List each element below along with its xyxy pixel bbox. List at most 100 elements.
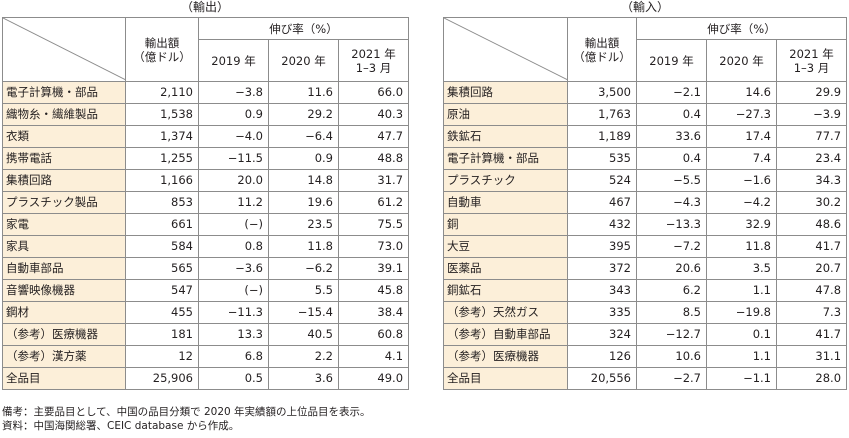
growth-2020-cell: 32.9 bbox=[706, 213, 777, 236]
growth-2021-cell: 28.0 bbox=[775, 367, 848, 390]
amount-cell: 535 bbox=[567, 147, 637, 170]
table-row: 電子計算機・部品 2,110 −3.8 11.6 66.0 bbox=[2, 81, 410, 104]
item-name-cell: （参考）自動車部品 bbox=[443, 323, 568, 346]
growth-2020-cell: −6.2 bbox=[268, 257, 339, 280]
growth-2019-cell: 0.9 bbox=[198, 103, 269, 126]
growth-2021-cell: 66.0 bbox=[337, 81, 410, 104]
table-row: （参考）医療機器 181 13.3 40.5 60.8 bbox=[2, 323, 410, 346]
growth-2021-cell: 49.0 bbox=[337, 367, 410, 390]
growth-2019-cell: 0.8 bbox=[198, 235, 269, 258]
growth-2019-cell: 20.0 bbox=[198, 169, 269, 192]
amount-cell: 126 bbox=[567, 345, 637, 368]
amount-cell: 3,500 bbox=[567, 81, 637, 104]
growth-2021-cell: 47.7 bbox=[337, 125, 410, 148]
growth-rate-header: 伸び率（%） bbox=[635, 17, 848, 40]
amount-cell: 565 bbox=[125, 257, 199, 280]
growth-2020-cell: 40.5 bbox=[268, 323, 339, 346]
amount-cell: 1,189 bbox=[567, 125, 637, 148]
growth-2020-cell: 7.4 bbox=[706, 147, 777, 170]
growth-2019-cell: 11.2 bbox=[198, 191, 269, 214]
growth-2020-cell: −4.2 bbox=[706, 191, 777, 214]
growth-2020-cell: 14.8 bbox=[268, 169, 339, 192]
amount-cell: 395 bbox=[567, 235, 637, 258]
table-row: 音響映像機器 547 (−) 5.5 45.8 bbox=[2, 279, 410, 302]
amount-cell: 1,255 bbox=[125, 147, 199, 170]
export-caption: （輸出） bbox=[180, 0, 229, 14]
growth-2021-cell: 7.3 bbox=[775, 301, 848, 324]
growth-2019-cell: −2.7 bbox=[636, 367, 707, 390]
item-name-cell: 鉄鉱石 bbox=[443, 125, 568, 148]
item-name-cell: （参考）医療機器 bbox=[443, 345, 568, 368]
growth-2019-cell: −3.6 bbox=[198, 257, 269, 280]
growth-2019-cell: 6.2 bbox=[636, 279, 707, 302]
growth-2020-cell: 3.5 bbox=[706, 257, 777, 280]
growth-2019-cell: 13.3 bbox=[198, 323, 269, 346]
table-row: 銅 432 −13.3 32.9 48.6 bbox=[443, 213, 848, 236]
growth-2019-cell: 6.8 bbox=[198, 345, 269, 368]
growth-2021-cell: 77.7 bbox=[775, 125, 848, 148]
growth-2020-cell: 0.1 bbox=[706, 323, 777, 346]
item-name-cell: （参考）天然ガス bbox=[443, 301, 568, 324]
growth-2021-cell: 60.8 bbox=[337, 323, 410, 346]
growth-2019-cell: 20.6 bbox=[636, 257, 707, 280]
item-name-cell: 銅 bbox=[443, 213, 568, 236]
table-row: 自動車 467 −4.3 −4.2 30.2 bbox=[443, 191, 848, 214]
growth-2021-cell: 40.3 bbox=[337, 103, 410, 126]
item-name-cell: 医薬品 bbox=[443, 257, 568, 280]
growth-2020-cell: 29.2 bbox=[268, 103, 339, 126]
table-row: 家具 584 0.8 11.8 73.0 bbox=[2, 235, 410, 258]
growth-2021-cell: 38.4 bbox=[337, 301, 410, 324]
item-name-cell: プラスチック製品 bbox=[2, 191, 126, 214]
table-row: （参考）医療機器 126 10.6 1.1 31.1 bbox=[443, 345, 848, 368]
item-name-cell: 衣類 bbox=[2, 125, 126, 148]
amount-cell: 1,374 bbox=[125, 125, 199, 148]
table-row: 鋼材 455 −11.3 −15.4 38.4 bbox=[2, 301, 410, 324]
header-diagonal-cell bbox=[2, 17, 126, 82]
growth-2019-cell: 0.5 bbox=[198, 367, 269, 390]
item-name-cell: 全品目 bbox=[2, 367, 126, 390]
table-row: 家電 661 (−) 23.5 75.5 bbox=[2, 213, 410, 236]
year-2020-header: 2020 年 bbox=[706, 39, 777, 82]
item-name-cell: 鋼材 bbox=[2, 301, 126, 324]
item-name-cell: 自動車部品 bbox=[2, 257, 126, 280]
growth-2020-cell: −6.4 bbox=[268, 125, 339, 148]
growth-2019-cell: 33.6 bbox=[636, 125, 707, 148]
amount-cell: 584 bbox=[125, 235, 199, 258]
amount-cell: 1,166 bbox=[125, 169, 199, 192]
amount-cell: 372 bbox=[567, 257, 637, 280]
item-name-cell: 家具 bbox=[2, 235, 126, 258]
growth-2020-cell: 1.1 bbox=[706, 345, 777, 368]
growth-2021-cell: 47.8 bbox=[775, 279, 848, 302]
year-2021-header: 2021 年 1–3 月 bbox=[775, 39, 848, 82]
item-name-cell: 家電 bbox=[2, 213, 126, 236]
growth-2021-cell: 20.7 bbox=[775, 257, 848, 280]
growth-2020-cell: 2.2 bbox=[268, 345, 339, 368]
table-row: 原油 1,763 0.4 −27.3 −3.9 bbox=[443, 103, 848, 126]
table-row: （参考）漢方薬 12 6.8 2.2 4.1 bbox=[2, 345, 410, 368]
amount-cell: 1,763 bbox=[567, 103, 637, 126]
growth-2020-cell: −27.3 bbox=[706, 103, 777, 126]
growth-2020-cell: 1.1 bbox=[706, 279, 777, 302]
growth-2019-cell: (−) bbox=[198, 213, 269, 236]
item-name-cell: 自動車 bbox=[443, 191, 568, 214]
growth-2019-cell: −2.1 bbox=[636, 81, 707, 104]
item-name-cell: 集積回路 bbox=[2, 169, 126, 192]
growth-2021-cell: 41.7 bbox=[775, 235, 848, 258]
growth-2021-cell: 61.2 bbox=[337, 191, 410, 214]
note-remarks: 備考：主要品目として、中国の品目分類で 2020 年実績額の上位品目を表示。 bbox=[2, 406, 371, 418]
table-row: 大豆 395 −7.2 11.8 41.7 bbox=[443, 235, 848, 258]
growth-2019-cell: (−) bbox=[198, 279, 269, 302]
growth-2019-cell: −11.5 bbox=[198, 147, 269, 170]
growth-2019-cell: −7.2 bbox=[636, 235, 707, 258]
import-table: 輸出額 （億ドル） 伸び率（%） 2019 年 2020 年 2021 年 1–… bbox=[443, 17, 848, 390]
table-row: 衣類 1,374 −4.0 −6.4 47.7 bbox=[2, 125, 410, 148]
growth-2021-cell: 31.1 bbox=[775, 345, 848, 368]
amount-cell: 547 bbox=[125, 279, 199, 302]
growth-2021-cell: −3.9 bbox=[775, 103, 848, 126]
table-row: 携帯電話 1,255 −11.5 0.9 48.8 bbox=[2, 147, 410, 170]
growth-2020-cell: 19.6 bbox=[268, 191, 339, 214]
growth-rate-header: 伸び率（%） bbox=[197, 17, 410, 40]
growth-2019-cell: 8.5 bbox=[636, 301, 707, 324]
table-row: （参考）天然ガス 335 8.5 −19.8 7.3 bbox=[443, 301, 848, 324]
growth-2021-cell: 48.6 bbox=[775, 213, 848, 236]
